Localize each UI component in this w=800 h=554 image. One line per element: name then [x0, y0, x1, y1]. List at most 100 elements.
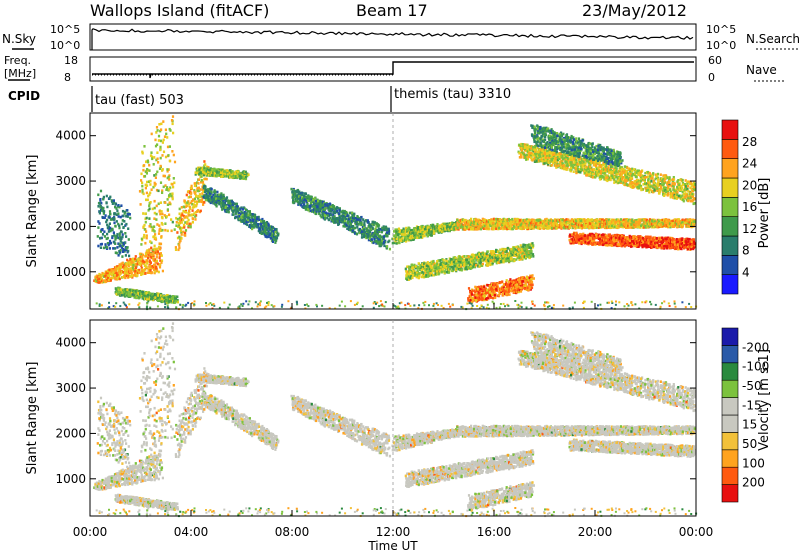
power-cell — [467, 261, 470, 264]
power-cell — [268, 233, 271, 237]
power-cell — [237, 211, 241, 215]
power-cell — [307, 199, 310, 203]
power-cell — [228, 205, 231, 209]
power-cell — [154, 236, 157, 240]
power-cell — [157, 292, 160, 296]
power-cell — [202, 203, 205, 206]
power-cell — [376, 233, 379, 236]
power-cell — [447, 271, 451, 274]
power-cell — [167, 168, 170, 171]
power-cell — [321, 204, 324, 208]
power-cell — [222, 193, 225, 197]
nave-tick-top: 60 — [708, 54, 722, 67]
power-cell — [109, 241, 112, 245]
power-cell — [511, 253, 514, 257]
power-cell — [147, 160, 150, 164]
power-cell — [471, 253, 474, 256]
power-cell — [497, 255, 500, 258]
power-cell — [160, 298, 163, 302]
power-cell — [213, 174, 216, 178]
power-cell — [148, 217, 151, 220]
power-cell — [132, 274, 136, 277]
power-cell — [176, 218, 179, 221]
power-cell — [162, 120, 165, 123]
power-cell — [378, 230, 381, 233]
power-cell — [117, 204, 120, 207]
power-cell — [113, 241, 116, 244]
power-cell — [409, 229, 412, 232]
power-cell — [416, 228, 419, 231]
power-cell — [454, 256, 457, 260]
power-cell — [126, 268, 129, 271]
power-cell — [304, 208, 307, 211]
power-cell — [192, 203, 196, 206]
power-cell — [432, 223, 435, 227]
power-cell — [182, 218, 185, 222]
power-cell — [515, 245, 518, 249]
power-cell — [302, 205, 305, 209]
power-cell — [482, 251, 485, 255]
power-cell — [227, 173, 230, 176]
power-cell — [200, 181, 203, 184]
power-cell — [276, 231, 279, 235]
power-cell — [198, 189, 201, 192]
power-cell — [99, 199, 102, 202]
power-cell — [260, 232, 263, 235]
power-cell — [100, 201, 103, 205]
power-cell — [118, 292, 121, 295]
power-cell — [193, 191, 196, 194]
power-cell — [433, 227, 436, 231]
power-cell — [180, 206, 183, 209]
power-cell — [139, 258, 143, 261]
power-cell — [506, 246, 509, 250]
power-cell — [121, 209, 125, 213]
power-cell — [449, 225, 452, 229]
power-cell — [429, 272, 432, 275]
power-cell — [362, 231, 365, 235]
power-cell — [400, 239, 403, 242]
power-cell — [112, 270, 115, 274]
power-cell — [309, 209, 312, 212]
power-cell — [153, 206, 156, 210]
power-cell — [149, 269, 152, 272]
power-cell — [467, 256, 470, 259]
power-cell — [240, 215, 243, 219]
power-cell — [438, 263, 441, 266]
power-cell — [499, 248, 502, 252]
power-cell — [98, 210, 101, 213]
power-cell — [194, 204, 198, 208]
power-cell — [334, 211, 337, 215]
power-cell — [296, 189, 299, 193]
power-cell — [144, 297, 147, 301]
power-cell — [233, 175, 236, 179]
power-cell — [431, 266, 434, 269]
nsky-label: N.Sky — [2, 32, 36, 46]
power-cell — [189, 195, 192, 199]
power-cell — [103, 210, 106, 213]
power-cell — [434, 229, 437, 232]
power-cell — [191, 206, 194, 209]
power-cell — [158, 242, 161, 245]
power-cell — [275, 236, 278, 240]
power-cell — [415, 271, 418, 275]
power-cell — [372, 241, 375, 245]
power-cell — [168, 187, 171, 191]
power-cell — [236, 170, 240, 174]
power-cell — [184, 231, 187, 235]
power-cell — [141, 191, 144, 194]
power-cell — [381, 229, 384, 232]
power-cell — [117, 273, 120, 277]
power-cell — [161, 154, 164, 157]
power-cell — [93, 279, 96, 282]
power-cell — [406, 236, 409, 240]
power-cell — [465, 258, 468, 262]
power-cell — [502, 287, 505, 291]
power-cell — [203, 173, 206, 177]
power-cell — [496, 261, 500, 264]
power-cell — [509, 259, 512, 263]
power-cell — [165, 132, 168, 136]
power-cell — [346, 214, 349, 217]
power-cell — [315, 212, 318, 216]
power-cell — [310, 198, 313, 201]
power-cell — [442, 225, 445, 228]
